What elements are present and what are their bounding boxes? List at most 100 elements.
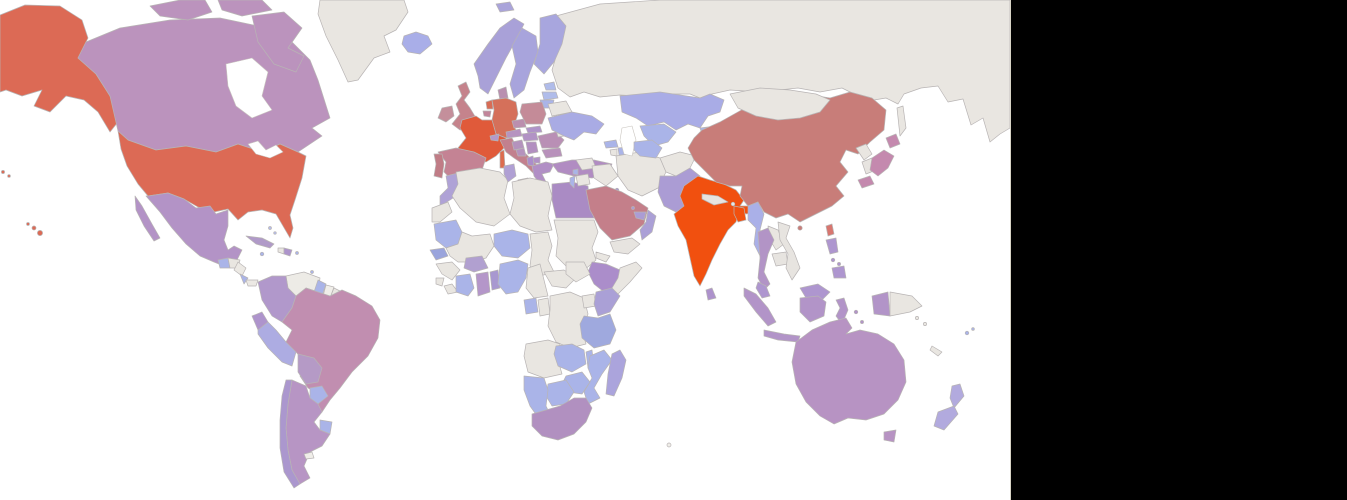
country-kazakhstan[interactable] — [619, 91, 725, 131]
country-burkina-faso[interactable] — [463, 255, 489, 273]
country-new-zealand-south[interactable] — [933, 405, 959, 431]
country-us-hawaii[interactable] — [31, 225, 37, 231]
country-ghana[interactable] — [475, 271, 491, 297]
country-sri-lanka[interactable] — [705, 287, 717, 301]
country-jordan[interactable] — [575, 173, 591, 187]
country-western-sahara[interactable] — [431, 201, 453, 223]
country-niger[interactable] — [493, 229, 531, 259]
country-austria[interactable] — [505, 128, 523, 139]
country-iraq[interactable] — [591, 163, 619, 187]
country-uganda[interactable] — [581, 293, 597, 309]
country-china[interactable] — [687, 91, 887, 223]
country-tunisia[interactable] — [503, 163, 517, 183]
country-ivory-coast[interactable] — [455, 273, 475, 297]
country-corsica-sardinia[interactable] — [499, 149, 506, 169]
country-nigeria[interactable] — [497, 259, 529, 295]
country-sierra-leone[interactable] — [435, 277, 445, 287]
country-armenia[interactable] — [609, 148, 618, 157]
country-us-hawaii[interactable] — [26, 222, 30, 226]
country-philippines-visayas[interactable] — [830, 257, 836, 263]
country-puerto-rico[interactable] — [295, 251, 299, 255]
country-congo[interactable] — [537, 297, 551, 317]
country-algeria[interactable] — [451, 167, 511, 227]
country-yemen[interactable] — [609, 237, 641, 255]
country-indonesia-kalimantan[interactable] — [799, 295, 827, 323]
country-canada-arctic[interactable] — [217, 0, 273, 17]
country-israel[interactable] — [569, 175, 576, 189]
country-falklands[interactable] — [303, 451, 315, 460]
country-portugal[interactable] — [433, 153, 445, 179]
country-trinidad[interactable] — [310, 270, 314, 274]
country-zambia[interactable] — [553, 343, 587, 373]
country-estonia[interactable] — [543, 81, 557, 91]
country-sweden[interactable] — [509, 27, 539, 99]
country-jamaica[interactable] — [259, 251, 265, 257]
country-togo-benin[interactable] — [489, 269, 501, 291]
country-solomon-islands[interactable] — [923, 322, 927, 326]
country-denmark[interactable] — [497, 86, 509, 101]
country-finland[interactable] — [533, 13, 567, 75]
country-paraguay[interactable] — [309, 385, 329, 405]
country-guinea[interactable] — [435, 261, 461, 281]
country-north-macedonia[interactable] — [532, 156, 541, 164]
country-bhutan[interactable] — [730, 201, 736, 207]
country-france[interactable] — [457, 115, 507, 163]
country-taiwan[interactable] — [825, 223, 835, 237]
country-cambodia[interactable] — [771, 251, 789, 267]
country-kerguelen[interactable] — [666, 442, 672, 448]
country-mozambique[interactable] — [583, 349, 613, 405]
country-norway[interactable] — [473, 17, 525, 95]
country-greenland[interactable] — [317, 0, 409, 83]
country-canada-arctic[interactable] — [149, 0, 213, 21]
country-czechia[interactable] — [511, 118, 527, 129]
country-mexico-baja[interactable] — [134, 195, 161, 242]
country-north-korea[interactable] — [855, 143, 873, 161]
country-china-hainan[interactable] — [797, 225, 803, 231]
country-gabon[interactable] — [523, 297, 539, 315]
country-poland[interactable] — [519, 101, 547, 125]
country-new-caledonia[interactable] — [929, 345, 943, 357]
country-peru[interactable] — [257, 321, 297, 367]
country-eritrea[interactable] — [595, 251, 611, 263]
country-japan-honshu[interactable] — [869, 149, 895, 177]
country-iceland[interactable] — [401, 31, 433, 55]
country-philippines-visayas[interactable] — [837, 262, 841, 266]
country-japan-kyushu[interactable] — [857, 175, 875, 189]
country-thailand[interactable] — [757, 227, 775, 291]
country-bangladesh[interactable] — [733, 205, 747, 223]
country-qatar[interactable] — [631, 206, 635, 210]
country-bosnia[interactable] — [515, 147, 527, 157]
country-bahamas[interactable] — [268, 226, 272, 230]
country-us-hawaii[interactable] — [37, 230, 43, 236]
country-mexico[interactable] — [145, 192, 243, 267]
country-solomon-islands[interactable] — [915, 316, 919, 320]
country-indonesia-papua[interactable] — [871, 291, 891, 317]
country-saudi-arabia[interactable] — [585, 185, 649, 241]
country-malaysia-peninsula[interactable] — [755, 281, 771, 299]
country-dr-congo[interactable] — [547, 291, 589, 349]
country-angola[interactable] — [523, 339, 563, 379]
country-bolivia[interactable] — [297, 353, 323, 385]
country-philippines-luzon[interactable] — [825, 237, 839, 255]
country-slovakia[interactable] — [525, 125, 543, 134]
country-fiji[interactable] — [971, 327, 975, 331]
country-tanzania[interactable] — [579, 313, 617, 349]
country-india[interactable] — [673, 175, 757, 287]
country-indonesia-java[interactable] — [763, 329, 801, 343]
country-belgium[interactable] — [482, 110, 492, 118]
country-new-zealand-north[interactable] — [949, 383, 965, 409]
country-panama[interactable] — [245, 279, 259, 287]
country-kenya[interactable] — [593, 287, 621, 317]
country-indonesia-sumatra[interactable] — [743, 287, 777, 327]
country-russia[interactable] — [551, 0, 1010, 143]
country-australia-tasmania[interactable] — [883, 429, 897, 443]
country-serbia[interactable] — [525, 141, 539, 155]
country-australia[interactable] — [791, 317, 907, 425]
country-us-aleutians[interactable] — [7, 174, 11, 178]
country-ukraine[interactable] — [547, 111, 605, 141]
country-hungary[interactable] — [521, 131, 539, 142]
country-somalia[interactable] — [611, 261, 643, 297]
country-netherlands[interactable] — [485, 99, 494, 110]
country-cuba[interactable] — [245, 235, 275, 249]
country-us-aleutians[interactable] — [1, 170, 5, 174]
